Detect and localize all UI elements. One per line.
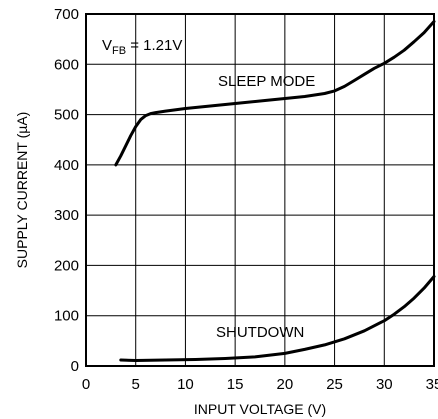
y-tick-labels: 0 100 200 300 400 500 600 700 [54,6,79,375]
series-line-0 [114,20,436,167]
y-tick-label-0: 0 [71,358,79,375]
x-tick-label-5: 25 [326,376,343,393]
x-tick-label-7: 35 [426,376,438,393]
x-tick-labels: 0 5 10 15 20 25 30 35 [82,376,438,393]
x-tick-label-1: 5 [132,376,140,393]
x-tick-label-0: 0 [82,376,90,393]
series-lines [114,20,436,362]
vfb-subscript: FB [112,45,126,57]
x-tick-label-2: 10 [177,376,194,393]
y-tick-label-5: 500 [54,107,79,124]
x-axis-title: INPUT VOLTAGE (V) [194,401,326,417]
series-label-sleep-mode: SLEEP MODE [218,73,315,90]
x-tick-label-4: 20 [277,376,294,393]
x-tick-label-6: 30 [376,376,393,393]
y-tick-label-4: 400 [54,157,79,174]
vfb-value: = 1.21V [126,37,182,54]
y-axis-title: SUPPLY CURRENT (µA) [14,112,30,269]
x-tick-label-3: 15 [227,376,244,393]
vfb-main: V [102,37,112,54]
y-tick-label-7: 700 [54,6,79,23]
series-label-shutdown: SHUTDOWN [216,324,304,341]
series-line-1 [119,275,436,362]
plot-frame [85,13,435,367]
y-tick-label-1: 100 [54,308,79,325]
vfb-annotation: VFB = 1.21V [102,37,182,57]
grid-lines [86,14,434,366]
y-tick-label-6: 600 [54,56,79,73]
y-tick-label-3: 300 [54,207,79,224]
y-tick-label-2: 200 [54,257,79,274]
